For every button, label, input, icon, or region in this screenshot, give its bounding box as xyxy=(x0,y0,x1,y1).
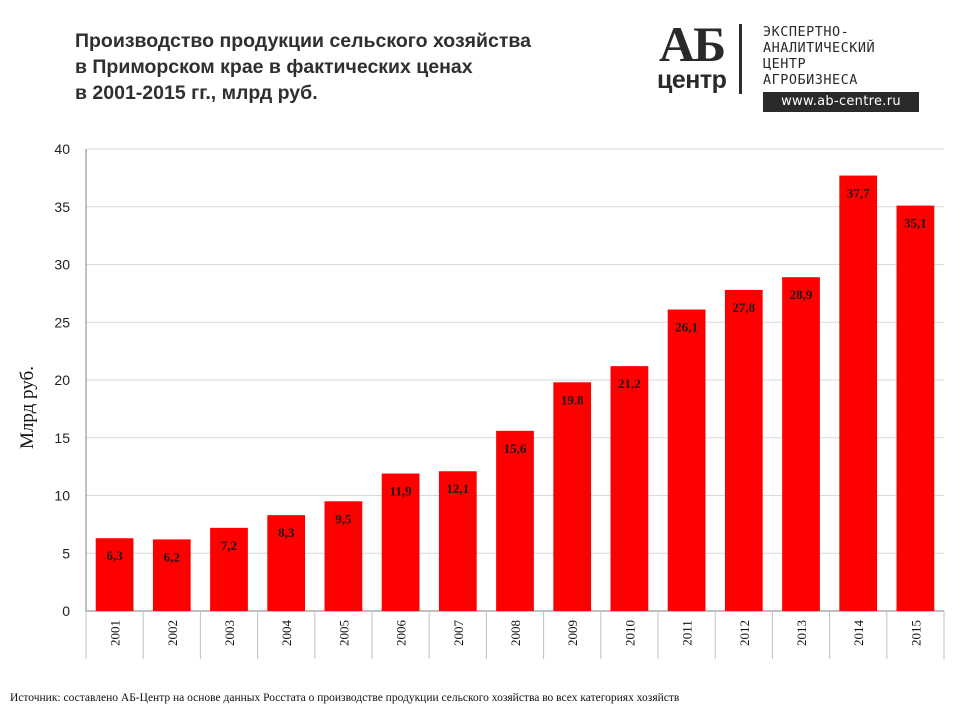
logo-mark-bottom: центр xyxy=(657,66,727,94)
bar xyxy=(667,309,706,611)
bar-value-label: 11,9 xyxy=(390,484,413,499)
bar xyxy=(896,205,935,611)
bar xyxy=(210,527,248,611)
chart-title-line-2: в Приморском крае в фактических ценах xyxy=(75,56,473,78)
bar xyxy=(438,471,477,611)
logo-text: ЭКСПЕРТНО- АНАЛИТИЧЕСКИЙ ЦЕНТР АГРОБИЗНЕ… xyxy=(763,24,875,88)
source-note: Источник: составлено АБ-Центр на основе … xyxy=(10,692,680,704)
y-tick-label: 30 xyxy=(54,257,70,273)
x-tick-label: 2012 xyxy=(737,620,752,646)
x-tick-label: 2015 xyxy=(908,620,923,646)
x-tick-label: 2006 xyxy=(394,620,409,647)
y-tick-label: 5 xyxy=(62,545,70,561)
logo-mark: АБ центр xyxy=(655,16,751,102)
logo-text-line-1: ЭКСПЕРТНО- xyxy=(763,24,850,40)
x-tick-label: 2010 xyxy=(622,620,637,646)
bar xyxy=(267,515,306,611)
x-tick-label: 2004 xyxy=(279,620,294,647)
bar xyxy=(324,501,363,611)
bar xyxy=(724,289,763,611)
bar-value-label: 19.8 xyxy=(561,392,584,407)
logo-mark-top: АБ xyxy=(659,16,726,72)
bar xyxy=(610,366,649,611)
logo-text-line-3: ЦЕНТР xyxy=(763,56,807,72)
x-tick-label: 2001 xyxy=(108,620,123,646)
y-tick-label: 10 xyxy=(54,488,70,504)
logo-text-line-4: АГРОБИЗНЕСА xyxy=(763,72,858,88)
ab-centre-logo: АБ центр ЭКСПЕРТНО- АНАЛИТИЧЕСКИЙ ЦЕНТР … xyxy=(655,16,935,114)
x-tick-label: 2011 xyxy=(680,620,695,646)
bar-value-label: 37,7 xyxy=(847,186,870,201)
x-tick-label: 2003 xyxy=(222,620,237,646)
bar-value-label: 35,1 xyxy=(904,216,927,231)
y-tick-label: 20 xyxy=(54,372,70,388)
bar xyxy=(839,175,878,611)
chart-title-line-3: в 2001-2015 гг., млрд руб. xyxy=(75,82,318,104)
bar-value-label: 15,6 xyxy=(504,441,527,456)
bar xyxy=(381,473,420,611)
logo-text-line-2: АНАЛИТИЧЕСКИЙ xyxy=(763,40,876,56)
y-tick-label: 0 xyxy=(62,603,70,619)
bar-value-label: 9,5 xyxy=(335,511,352,526)
logo-url[interactable]: www.ab-centre.ru xyxy=(763,92,919,112)
logo-divider xyxy=(739,24,742,94)
bar-value-label: 12,1 xyxy=(446,481,469,496)
bar-value-label: 8,3 xyxy=(278,525,295,540)
x-tick-label: 2014 xyxy=(851,620,866,647)
y-tick-label: 35 xyxy=(54,199,70,215)
bar xyxy=(152,539,191,611)
bar-value-label: 7,2 xyxy=(221,538,237,553)
bar-value-label: 6,3 xyxy=(106,548,123,563)
bar xyxy=(95,538,134,611)
x-tick-label: 2007 xyxy=(451,620,466,647)
bar-value-label: 28,9 xyxy=(790,287,813,302)
bar xyxy=(782,277,820,611)
x-tick-label: 2002 xyxy=(165,620,180,646)
y-tick-label: 40 xyxy=(54,141,70,157)
bar xyxy=(553,382,592,611)
y-tick-label: 25 xyxy=(54,314,70,330)
x-tick-label: 2013 xyxy=(794,620,809,646)
bar-value-label: 26,1 xyxy=(675,320,698,335)
x-tick-label: 2009 xyxy=(565,620,580,646)
chart-title-line-1: Производство продукции сельского хозяйст… xyxy=(75,30,531,52)
bar-value-label: 21,2 xyxy=(618,376,641,391)
bar-value-label: 6,2 xyxy=(164,549,180,564)
x-tick-label: 2005 xyxy=(336,620,351,646)
chart-title: Производство продукции сельского хозяйст… xyxy=(75,28,635,106)
y-tick-label: 15 xyxy=(54,430,70,446)
x-tick-label: 2008 xyxy=(508,620,523,646)
bar xyxy=(496,430,534,611)
bar-value-label: 27,8 xyxy=(732,300,755,315)
